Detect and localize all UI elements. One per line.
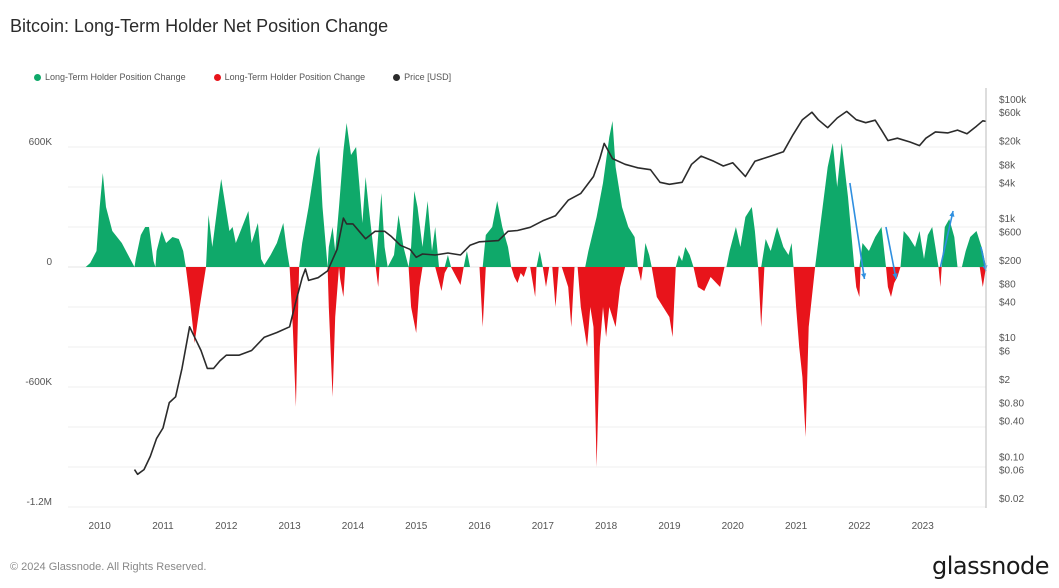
legend-label: Long-Term Holder Position Change [45,72,186,82]
price-tick-label: $60k [999,108,1022,119]
x-tick-label: 2011 [152,521,174,532]
x-tick-label: 2018 [595,521,618,532]
x-tick-label: 2021 [785,521,808,532]
arrowhead-icon [861,273,867,279]
legend-label: Long-Term Holder Position Change [224,72,366,82]
x-tick-label: 2012 [215,521,238,532]
y-tick-label: -1.2M [26,497,52,508]
x-tick-label: 2019 [658,521,681,532]
legend-label: Price [USD] [404,72,452,82]
legend-dot-black-icon [393,73,401,81]
legend-item-price[interactable]: Price [USD] [393,72,451,82]
legend-item-positive[interactable]: Long-Term Holder Position Change [34,72,186,82]
price-tick-label: $600 [999,227,1022,238]
x-tick-label: 2022 [848,521,871,532]
annotation-arrow [849,182,866,280]
arrowhead-icon [892,273,898,279]
x-tick-label: 2017 [532,521,555,532]
annotation-arrow [885,226,897,280]
arrowhead-icon [949,211,955,217]
negative-area-series [185,267,987,467]
price-tick-label: $100k [999,95,1027,106]
price-tick-label: $0.10 [999,452,1024,463]
price-tick-label: $0.02 [999,494,1024,505]
y-tick-label: 600K [29,137,53,148]
annotation-arrows [849,182,988,280]
x-tick-label: 2013 [278,521,301,532]
annotation-arrow [939,210,954,268]
glassnode-logo[interactable]: glassnode [931,552,1050,580]
legend-item-negative[interactable]: Long-Term Holder Position Change [213,72,366,82]
price-tick-label: $0.40 [999,417,1024,428]
copyright: © 2024 Glassnode. All Rights Reserved. [10,561,207,573]
price-tick-label: $40 [999,297,1016,308]
price-tick-label: $20k [999,137,1022,148]
price-tick-label: $10 [999,333,1016,344]
x-axis-ticks: 2010 2011 2012 2013 2014 2015 2016 2017 2018 2019… [89,521,935,532]
y-tick-label: 0 [46,257,52,268]
x-tick-label: 2010 [89,521,112,532]
chart-title: Bitcoin: Long-Term Holder Net Position C… [10,16,389,36]
x-tick-label: 2016 [468,521,491,532]
positive-area [85,121,986,267]
negative-area [185,267,987,467]
legend: Long-Term Holder Position Change Long-Te… [34,72,451,82]
price-tick-label: $4k [999,178,1016,189]
price-tick-label: $1k [999,214,1016,225]
price-tick-label: $200 [999,256,1022,267]
price-tick-label: $6 [999,346,1011,357]
y-tick-label: -600K [25,377,52,388]
price-tick-label: $80 [999,279,1016,290]
x-tick-label: 2015 [405,521,428,532]
right-axis-ticks: $100k $60k $20k $8k $4k $1k $600 $200 $80 $40 $10 $… [999,95,1027,505]
positive-area-series [85,121,986,267]
price-tick-label: $2 [999,375,1011,386]
legend-dot-red-icon [213,73,221,81]
price-tick-label: $0.06 [999,466,1024,477]
price-line [133,110,987,476]
price-tick-label: $0.80 [999,399,1024,410]
price-line-series [133,110,987,476]
price-tick-label: $8k [999,160,1016,171]
x-tick-label: 2020 [722,521,745,532]
x-tick-label: 2014 [342,521,365,532]
legend-dot-green-icon [34,73,41,81]
left-axis-ticks: 600K 0 -600K -1.2M [25,137,52,508]
x-tick-label: 2023 [912,521,935,532]
